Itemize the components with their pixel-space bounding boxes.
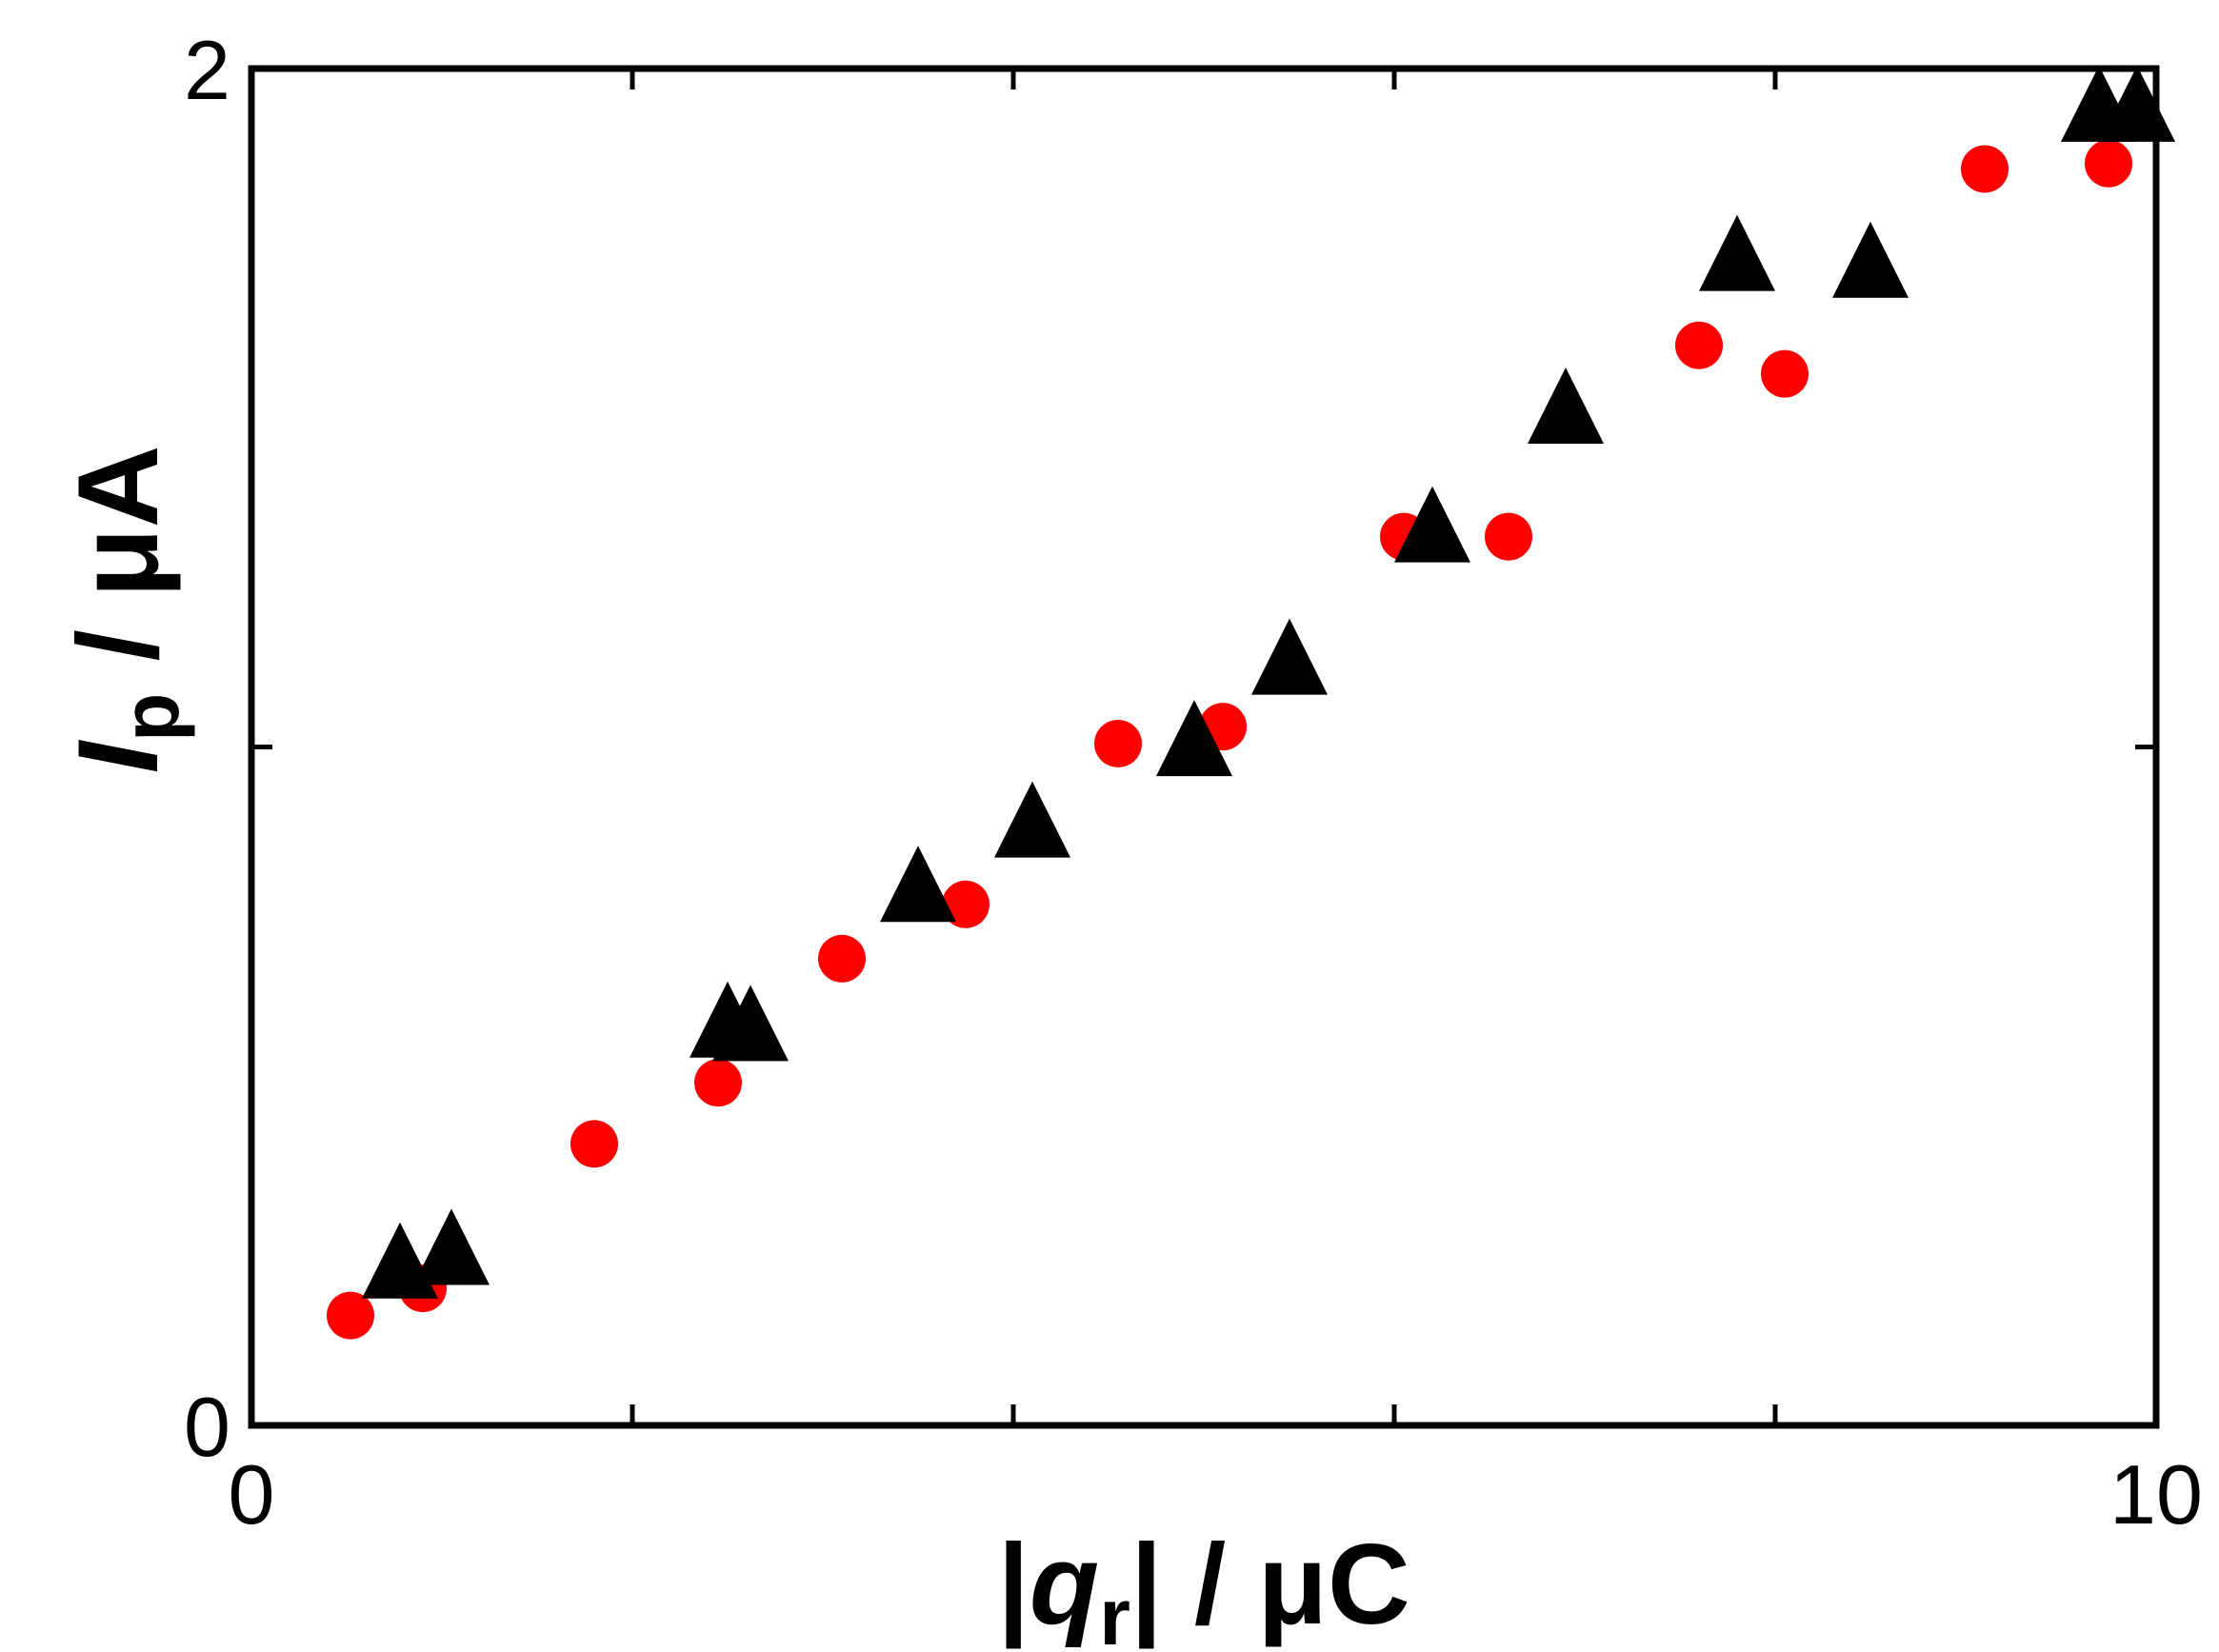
triangle-point-6 <box>1156 700 1232 777</box>
triangle-point-3 <box>712 985 789 1062</box>
series-triangles <box>362 65 2175 1299</box>
circle-point-2 <box>570 1120 618 1168</box>
axis-ticks <box>249 66 2159 1428</box>
triangle-point-8 <box>1394 486 1470 563</box>
triangle-point-4 <box>880 846 956 923</box>
x-axis-label: |qr| / μC <box>997 1521 1409 1652</box>
triangle-point-9 <box>1528 367 1604 444</box>
tick-labels: 0 10 0 2 <box>184 23 2203 1542</box>
triangle-point-1 <box>413 1208 490 1285</box>
y-tick-label-1: 2 <box>184 23 230 117</box>
triangle-point-7 <box>1251 618 1328 695</box>
triangle-point-13 <box>2099 65 2175 142</box>
circle-point-10 <box>1675 321 1723 369</box>
circle-point-9 <box>1485 512 1532 561</box>
triangle-point-5 <box>994 781 1070 858</box>
triangle-point-10 <box>1699 214 1775 291</box>
circle-point-11 <box>1761 349 1809 398</box>
y-tick-label-0: 0 <box>184 1380 230 1474</box>
circle-point-3 <box>694 1059 742 1107</box>
triangle-point-11 <box>1832 221 1909 298</box>
circle-point-12 <box>1961 145 2009 193</box>
circle-point-6 <box>1094 719 1142 767</box>
circle-point-0 <box>327 1291 374 1340</box>
x-tick-label-0: 0 <box>229 1447 275 1542</box>
circle-point-5 <box>942 880 990 928</box>
series-circles <box>327 139 2132 1340</box>
circle-point-13 <box>2085 139 2132 188</box>
x-tick-label-1: 10 <box>2109 1447 2203 1542</box>
y-axis-label: Ip / μA <box>54 446 195 774</box>
circle-point-4 <box>818 934 866 983</box>
